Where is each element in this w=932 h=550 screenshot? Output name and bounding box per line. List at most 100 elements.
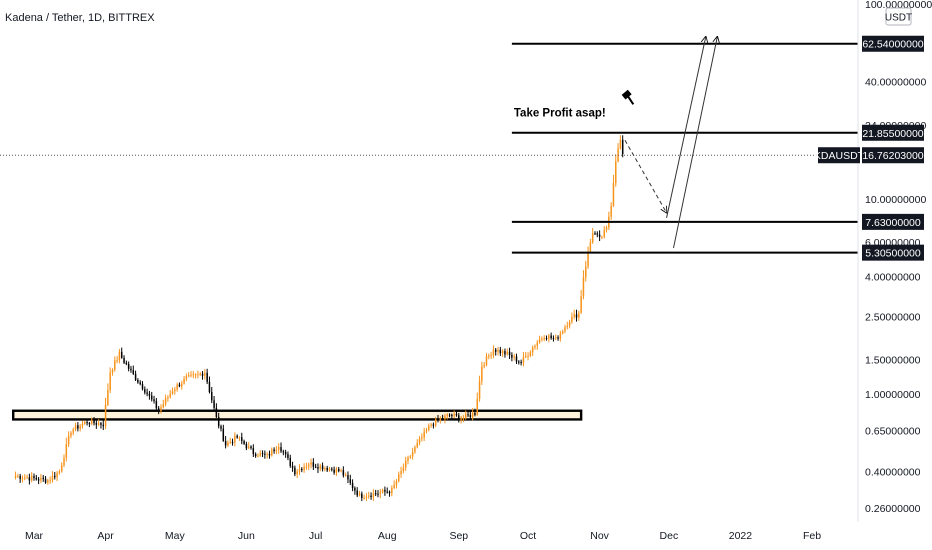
- candle-body: [42, 477, 44, 479]
- candle: [277, 443, 280, 454]
- candle: [437, 414, 439, 423]
- candle-body: [416, 442, 418, 448]
- candle-body: [252, 448, 255, 455]
- candle: [162, 399, 165, 409]
- candle: [598, 230, 601, 242]
- candle: [307, 462, 310, 471]
- currency-unit-box[interactable]: USDT: [885, 7, 912, 26]
- candle: [384, 486, 386, 496]
- candle-body: [418, 438, 421, 443]
- candle-body: [605, 227, 608, 230]
- candle: [58, 469, 61, 475]
- candle: [90, 417, 93, 426]
- candle: [33, 473, 35, 481]
- candle: [504, 348, 506, 358]
- candle-body: [294, 467, 296, 475]
- candle-body: [524, 355, 527, 358]
- candle: [492, 345, 495, 359]
- candle: [157, 406, 160, 415]
- candle-body: [400, 470, 402, 475]
- level-price-tag[interactable]: 5.30500000: [862, 244, 924, 261]
- candle: [241, 432, 243, 445]
- candle: [531, 345, 534, 356]
- time-tick-label: Sep: [449, 530, 468, 542]
- time-tick-label: Nov: [590, 530, 609, 542]
- candle-body: [402, 467, 405, 471]
- candle-body: [266, 453, 268, 455]
- candle: [84, 420, 86, 425]
- candle-body: [282, 451, 285, 453]
- candle-body: [19, 475, 21, 479]
- candle-body: [167, 397, 169, 399]
- candle-body: [598, 234, 601, 237]
- candle: [331, 467, 333, 472]
- candle-body: [481, 366, 483, 382]
- price-tick-label: 2.50000000: [865, 311, 921, 323]
- candle: [444, 413, 446, 424]
- price-tick-label: 40.00000000: [865, 77, 926, 89]
- candle: [54, 471, 56, 480]
- candle: [44, 475, 47, 484]
- current-price-tag-text: 16.76203000: [862, 150, 923, 162]
- candle-body: [245, 443, 248, 449]
- candle: [494, 347, 497, 356]
- candle-body: [582, 277, 585, 297]
- candle: [40, 474, 42, 484]
- price-tick-label: 1.50000000: [865, 355, 921, 367]
- candle: [527, 352, 529, 361]
- candle: [354, 486, 356, 495]
- candle-body: [88, 423, 91, 425]
- candle-body: [571, 316, 573, 323]
- candle-body: [591, 233, 594, 243]
- candle: [453, 410, 455, 419]
- candle-body: [81, 423, 84, 426]
- candle: [100, 422, 102, 429]
- candle-body: [171, 391, 174, 394]
- candle: [213, 396, 215, 410]
- candle-body: [453, 413, 455, 416]
- candle-body: [448, 414, 451, 416]
- level-price-tag-bg: [862, 213, 924, 230]
- level-price-tag[interactable]: 62.54000000: [862, 35, 924, 52]
- candle-body: [374, 493, 377, 495]
- candle: [439, 416, 442, 424]
- candle-body: [296, 471, 298, 475]
- candle: [21, 475, 24, 483]
- candle: [398, 471, 400, 483]
- candle-body: [160, 407, 162, 412]
- candle: [141, 381, 144, 391]
- candle: [471, 408, 474, 421]
- candle: [605, 225, 608, 233]
- candle: [421, 433, 423, 442]
- support-zone[interactable]: [12, 409, 583, 421]
- candle: [102, 420, 105, 431]
- candle: [594, 231, 596, 236]
- candle-body: [35, 477, 38, 480]
- candle: [612, 174, 615, 207]
- candle-body: [467, 414, 469, 416]
- candle-body: [220, 426, 222, 429]
- candle-body: [144, 389, 146, 393]
- level-price-tag[interactable]: 21.85500000: [862, 124, 924, 141]
- candle-body: [134, 373, 137, 380]
- candle: [303, 463, 305, 473]
- level-price-tag[interactable]: 7.63000000: [862, 213, 924, 230]
- level-price-tag-bg: [862, 124, 924, 141]
- time-axis[interactable]: Mar Apr May Jun Jul Aug Sep Oct Nov Dec 2022 Feb: [25, 530, 821, 542]
- candle: [513, 353, 515, 361]
- candle-body: [201, 373, 204, 376]
- candle-body: [247, 446, 250, 449]
- candle: [407, 455, 409, 465]
- candle: [601, 235, 603, 240]
- candle: [118, 348, 121, 364]
- candle: [462, 415, 465, 423]
- candle-body: [446, 414, 448, 416]
- candle: [178, 382, 181, 388]
- candle: [361, 491, 363, 502]
- candle: [619, 135, 622, 150]
- candle-body: [529, 352, 532, 356]
- candle: [169, 389, 171, 399]
- candle: [474, 408, 476, 417]
